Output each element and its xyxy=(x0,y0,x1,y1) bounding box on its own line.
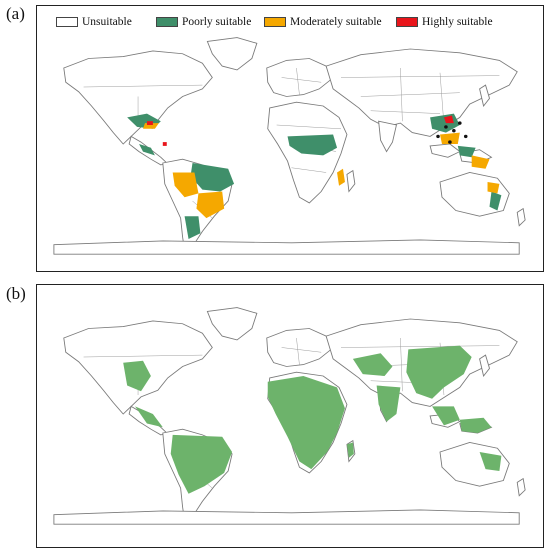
legend-swatch-unsuitable xyxy=(56,17,78,27)
legend-item-unsuitable: Unsuitable xyxy=(56,16,156,28)
panel-a-poor-areas xyxy=(127,113,502,240)
panel-a-label: (a) xyxy=(6,4,25,23)
legend-item-moderate: Moderately suitable xyxy=(264,16,396,28)
legend-swatch-poor xyxy=(156,17,178,27)
legend-swatch-high xyxy=(396,17,418,27)
legend-label-moderate: Moderately suitable xyxy=(290,16,382,28)
panel-a-map xyxy=(53,37,526,255)
panel-b-label: (b) xyxy=(6,284,26,303)
panel-a-legend: Unsuitable Poorly suitable Moderately su… xyxy=(56,16,493,28)
legend-item-high: Highly suitable xyxy=(396,16,493,28)
legend-label-poor: Poorly suitable xyxy=(182,16,252,28)
panel-b-suitable-areas xyxy=(123,345,502,494)
legend-item-poor: Poorly suitable xyxy=(156,16,264,28)
panel-a-points xyxy=(436,121,468,144)
panel-a-high-areas xyxy=(146,115,454,146)
legend-swatch-moderate xyxy=(264,17,286,27)
legend-label-high: Highly suitable xyxy=(422,16,493,28)
legend-label-unsuitable: Unsuitable xyxy=(82,16,132,28)
panel-b-map xyxy=(53,307,526,525)
panel-a-moderate-areas xyxy=(143,123,500,219)
